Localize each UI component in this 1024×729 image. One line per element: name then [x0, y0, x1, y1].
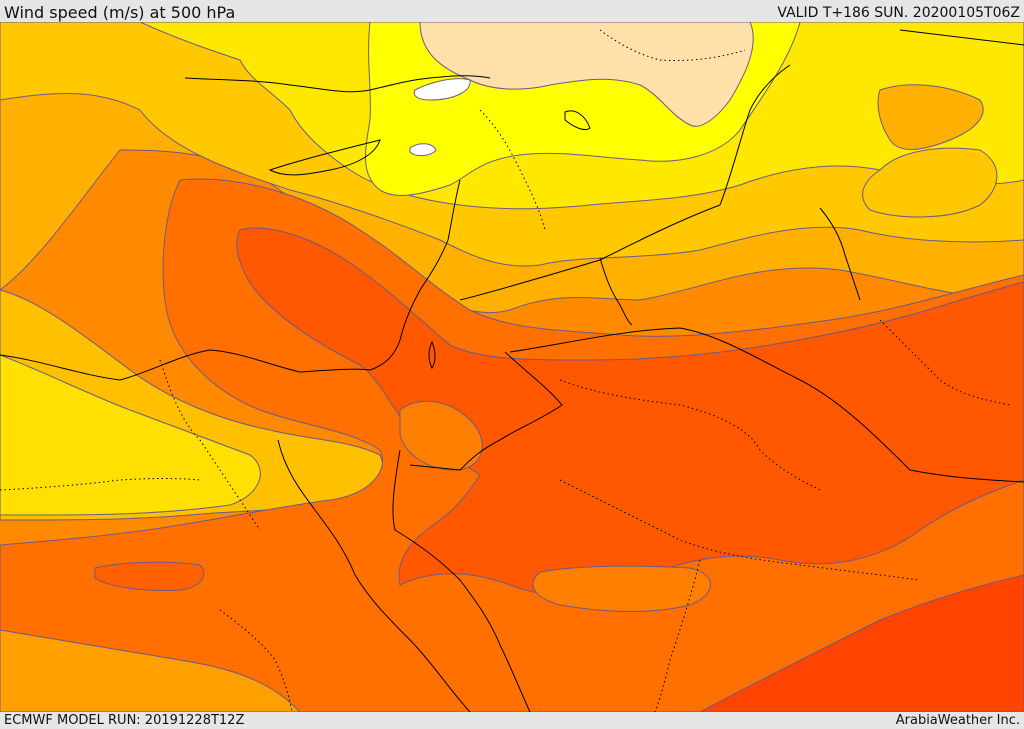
footer-bar: ECMWF MODEL RUN: 20191228T12Z ArabiaWeat…	[0, 712, 1024, 729]
coast-cyprus	[268, 139, 381, 176]
map-canvas	[0, 22, 1024, 712]
credit-text: ArabiaWeather Inc.	[895, 713, 1020, 728]
patch-south-orange	[532, 565, 712, 612]
band-southeast-deep	[699, 574, 1024, 712]
patch-ne-orange	[877, 84, 984, 150]
coast-levant	[369, 179, 461, 371]
coast-lake	[564, 110, 591, 131]
admin-border-6	[654, 559, 701, 712]
patch-ne-gold	[862, 147, 998, 218]
coast-dead-sea	[428, 340, 436, 369]
wind-speed-map	[0, 22, 1024, 712]
border-iraq-saudi	[509, 327, 1024, 483]
band-southwest-orange	[0, 629, 301, 712]
admin-border-5	[479, 109, 546, 231]
coast-turkey	[184, 75, 491, 93]
admin-border-2	[0, 478, 201, 491]
border-jordan-saudi	[409, 351, 563, 471]
border-jordan	[459, 64, 791, 301]
band-west-yellow	[0, 354, 261, 516]
admin-border-8	[599, 29, 746, 61]
admin-border-7	[879, 319, 1011, 406]
header-bar: Wind speed (m/s) at 500 hPa VALID T+186 …	[0, 0, 1024, 22]
admin-border-1	[159, 359, 261, 531]
border-syria	[599, 257, 633, 326]
valid-time: VALID T+186 SUN. 20200105T06Z	[777, 5, 1020, 21]
admin-border-3	[559, 379, 821, 491]
coast-caspian-like	[899, 29, 1024, 46]
patch-white-1	[413, 78, 471, 101]
coast-red-sea-east	[392, 449, 531, 712]
patch-white-2	[409, 143, 437, 157]
coast-gulf	[819, 207, 861, 301]
coast-north-africa	[0, 349, 371, 381]
map-title: Wind speed (m/s) at 500 hPa	[4, 3, 236, 22]
model-run: ECMWF MODEL RUN: 20191228T12Z	[4, 713, 245, 728]
coast-red-sea-west	[277, 439, 471, 712]
patch-south-red	[94, 561, 205, 591]
